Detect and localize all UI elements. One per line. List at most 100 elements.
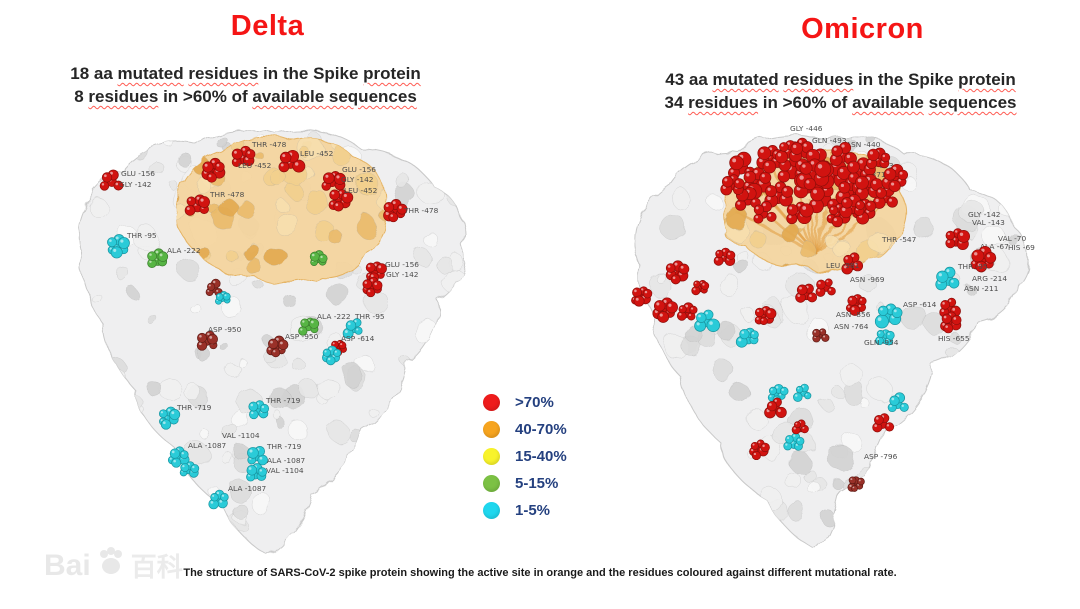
delta-title: Delta	[230, 10, 305, 42]
residue-cluster	[665, 260, 690, 285]
residue-label: GLN -493	[812, 136, 847, 145]
residue-cluster	[764, 181, 794, 208]
residue-cluster	[231, 145, 256, 168]
residue-label: ASN -211	[964, 284, 999, 293]
residue-cluster	[720, 174, 745, 196]
residue-cluster	[147, 248, 169, 269]
residue-label: ALA -1087	[228, 484, 267, 493]
residue-cluster	[786, 201, 814, 225]
residue-cluster	[713, 247, 736, 267]
residue-cluster	[764, 397, 787, 419]
residue-label: THR -719	[266, 442, 302, 451]
residue-label: THR -95	[957, 262, 988, 271]
residue-cluster	[248, 400, 270, 420]
residue-cluster	[167, 446, 190, 468]
residue-label: VAL -1104	[266, 466, 304, 475]
residue-label: ALA -67	[980, 242, 1009, 251]
omicron-subtitle: 43 aa mutated residues in the Spike prot…	[628, 68, 1053, 114]
residue-label: THR -719	[265, 396, 301, 405]
residue-cluster	[812, 328, 830, 343]
residue-label: LEU -452	[238, 161, 271, 170]
residue-label: ASP -950	[285, 332, 319, 341]
residue-label: ASP -614	[341, 334, 375, 343]
residue-cluster	[775, 140, 804, 164]
residue-cluster	[694, 309, 720, 333]
residue-cluster	[754, 306, 777, 325]
residue-cluster	[735, 327, 759, 348]
paw-icon	[99, 546, 122, 574]
residue-label: LEU -452	[300, 149, 333, 158]
residue-label: THR -95	[354, 312, 385, 321]
residue-cluster	[735, 186, 761, 211]
legend-item: >70%	[483, 389, 567, 416]
residue-cluster	[847, 157, 876, 184]
legend-color-dot	[483, 448, 500, 465]
residue-label: ALA -1087	[188, 441, 227, 450]
legend-label: >70%	[515, 394, 554, 411]
residue-label: GLY -142	[386, 270, 419, 279]
residue-label: ASP -796	[864, 452, 898, 461]
residue-cluster	[874, 303, 903, 329]
residue-label: GLU -156	[121, 169, 155, 178]
residue-cluster	[728, 151, 756, 179]
residue-label: ALA -1087	[267, 456, 306, 465]
residue-cluster	[783, 432, 805, 451]
residue-cluster	[158, 406, 181, 430]
residue-label: THR -478	[209, 190, 245, 199]
legend-color-dot	[483, 394, 500, 411]
residue-label: GLY -446	[790, 124, 823, 133]
watermark-text-right: 百科	[130, 552, 183, 582]
watermark-text-left: Bai	[44, 548, 91, 582]
residue-cluster	[881, 163, 909, 193]
residue-label: ALA -222	[317, 312, 351, 321]
residue-cluster	[179, 461, 200, 478]
residue-label: GLU -156	[342, 165, 376, 174]
residue-cluster	[201, 157, 226, 183]
legend-item: 40-70%	[483, 416, 567, 443]
residue-cluster	[875, 329, 895, 346]
subtitle-line: 43 aa mutated residues in the Spike prot…	[665, 70, 1016, 89]
residue-cluster	[793, 383, 812, 402]
residue-label: HIS -655	[938, 334, 970, 343]
residue-label: LEU -452	[344, 186, 377, 195]
residue-label: ALA -222	[167, 246, 201, 255]
residue-label: GLY -142	[341, 175, 374, 184]
legend-item: 1-5%	[483, 497, 567, 524]
residue-cluster	[247, 446, 268, 466]
residue-cluster	[815, 278, 836, 297]
residue-label: ARG -214	[972, 274, 1007, 283]
legend-color-dot	[483, 421, 500, 438]
residue-cluster	[278, 149, 306, 173]
residue-label: THR -719	[176, 403, 212, 412]
delta-subtitle: 18 aa mutated residues in the Spike prot…	[8, 62, 483, 108]
legend-label: 1-5%	[515, 502, 551, 519]
residue-cluster	[791, 419, 809, 435]
residue-cluster	[845, 294, 867, 316]
omicron-protein-body	[634, 134, 1028, 551]
residue-label: VAL -1104	[222, 431, 260, 440]
residue-cluster	[631, 286, 653, 307]
residue-label: THR -95	[126, 231, 157, 240]
mutation-rate-legend: >70% 40-70% 15-40% 5-15% 1-5%	[483, 389, 567, 524]
residue-label: GLY -142	[968, 210, 1001, 219]
residue-label: VAL -70	[998, 234, 1026, 243]
residue-cluster	[342, 318, 363, 339]
residue-label: THR -478	[251, 140, 287, 149]
residue-label: THR -478	[403, 206, 439, 215]
residue-cluster	[215, 291, 231, 305]
residue-cluster	[756, 145, 784, 174]
subtitle-line: 18 aa mutated residues in the Spike prot…	[70, 64, 421, 83]
residue-cluster	[749, 439, 770, 461]
residue-cluster	[365, 261, 387, 283]
residue-cluster	[184, 194, 210, 216]
residue-cluster	[691, 279, 710, 296]
residue-cluster	[99, 169, 124, 191]
residue-cluster	[322, 345, 342, 366]
residue-cluster	[362, 276, 383, 298]
residue-label: ASN -856	[836, 310, 871, 319]
residue-cluster	[383, 199, 408, 223]
subtitle-line: 8 residues in >60% of available sequence…	[74, 87, 417, 106]
